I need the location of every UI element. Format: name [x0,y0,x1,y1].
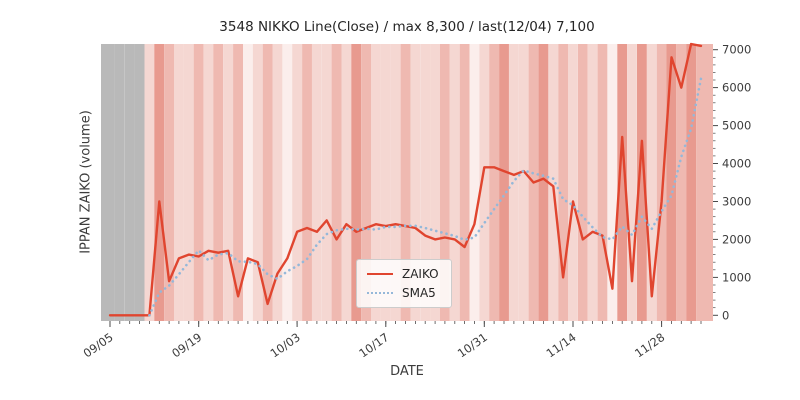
svg-text:5000: 5000 [722,119,751,133]
svg-text:10/03: 10/03 [268,330,303,360]
chart-legend: ZAIKO SMA5 [356,259,452,308]
svg-text:09/05: 09/05 [81,330,116,360]
svg-text:10/17: 10/17 [356,330,391,360]
zaiko-line-swatch [367,273,393,275]
svg-text:6000: 6000 [722,81,751,95]
svg-text:2000: 2000 [722,232,751,246]
legend-item-zaiko: ZAIKO [367,268,439,280]
svg-text:11/14: 11/14 [544,330,579,360]
x-axis-label: DATE [390,364,424,379]
legend-item-sma5: SMA5 [367,287,439,299]
svg-text:10/31: 10/31 [455,330,490,360]
svg-text:09/19: 09/19 [169,330,204,360]
svg-text:4000: 4000 [722,157,751,171]
svg-text:11/28: 11/28 [632,330,667,360]
legend-label-zaiko: ZAIKO [402,267,439,281]
svg-text:7000: 7000 [722,43,751,57]
chart-title: 3548 NIKKO Line(Close) / max 8,300 / las… [219,19,595,35]
legend-label-sma5: SMA5 [402,286,436,300]
svg-text:0: 0 [722,308,729,322]
svg-text:3000: 3000 [722,195,751,209]
sma5-line-swatch [367,292,393,294]
svg-text:1000: 1000 [722,270,751,284]
